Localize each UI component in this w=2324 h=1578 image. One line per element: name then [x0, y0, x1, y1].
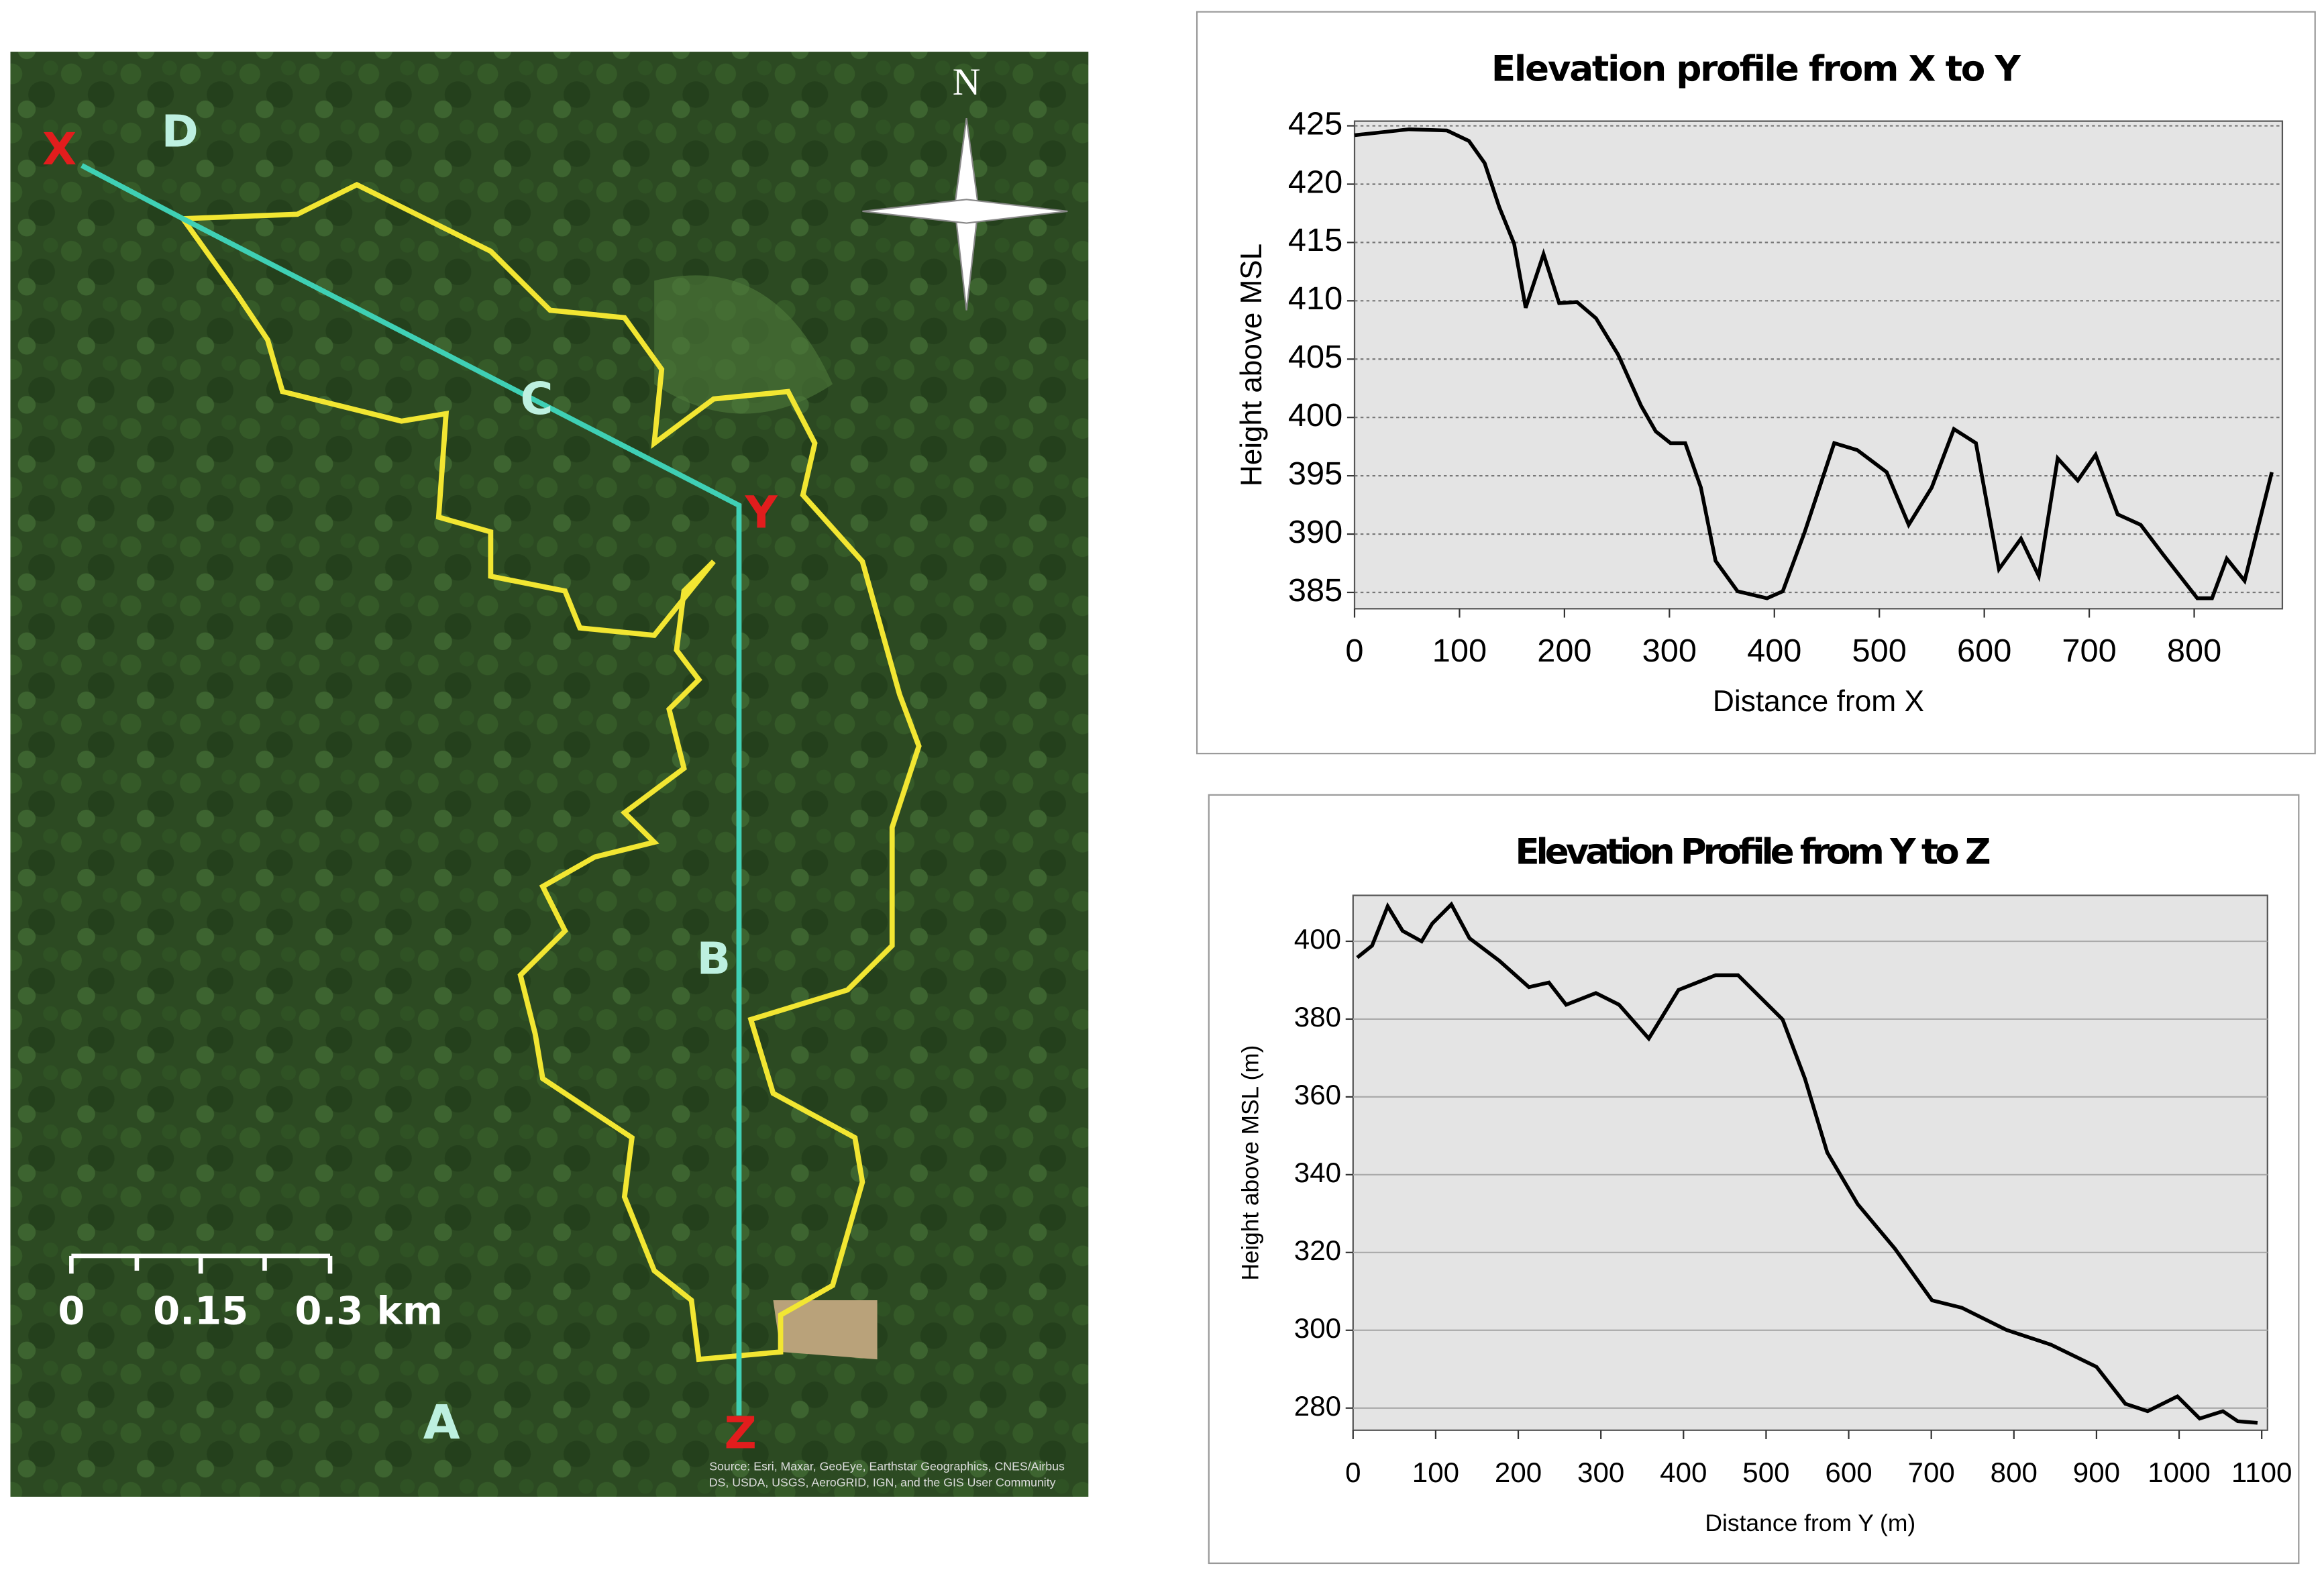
plot-area: [1353, 120, 2284, 610]
y-tick-label: 280: [1294, 1390, 1341, 1422]
x-tick-label: 1000: [2148, 1457, 2211, 1488]
north-label: N: [953, 61, 981, 103]
scale-bar: [69, 1253, 333, 1274]
y-tick-label: 410: [1288, 280, 1342, 317]
y-tick-label: 400: [1294, 923, 1341, 955]
y-tick-label: 380: [1294, 1001, 1341, 1033]
y-axis-label: Height above MSL (m): [1237, 1045, 1263, 1281]
profile-line: [1356, 901, 2258, 1425]
source-credit: Source: Esri, Maxar, GeoEye, Earthstar G…: [709, 1460, 1065, 1473]
x-tick-label: 600: [1825, 1457, 1872, 1488]
profile-line: [81, 163, 742, 1416]
segment-label: C: [521, 372, 553, 425]
x-tick-label: 200: [1537, 633, 1591, 669]
y-tick-label: 400: [1288, 397, 1342, 433]
x-tick-label: 600: [1957, 633, 2011, 669]
x-axis-label: Distance from X: [1713, 685, 1924, 718]
x-tick-label: 700: [2062, 633, 2116, 669]
scale-label: 0: [58, 1289, 85, 1334]
x-tick-label: 0: [1345, 633, 1363, 669]
x-tick-label: 300: [1577, 1457, 1624, 1488]
x-tick-label: 400: [1660, 1457, 1707, 1488]
y-tick-label: 425: [1288, 105, 1342, 142]
y-tick-label: 395: [1288, 456, 1342, 492]
x-tick-label: 500: [1742, 1457, 1789, 1488]
satellite-image: [10, 52, 1089, 1497]
point-label: X: [42, 123, 76, 175]
point-label: Y: [745, 486, 778, 539]
x-tick-label: 800: [1991, 1457, 2038, 1488]
y-tick-label: 320: [1294, 1234, 1341, 1266]
scale-label: 0.15: [153, 1289, 248, 1334]
x-tick-label: 300: [1642, 633, 1697, 669]
x-tick-label: 500: [1852, 633, 1907, 669]
point-label: Z: [725, 1407, 757, 1459]
y-tick-label: 385: [1288, 572, 1342, 609]
bare-ground: [773, 1300, 878, 1360]
segment-label: D: [162, 105, 199, 158]
north-arrow: N: [862, 61, 1068, 311]
y-tick-label: 405: [1288, 339, 1342, 375]
plot-area: [1352, 894, 2268, 1431]
x-tick-label: 700: [1908, 1457, 1955, 1488]
y-tick-label: 360: [1294, 1079, 1341, 1110]
x-tick-label: 100: [1412, 1457, 1459, 1488]
clearing: [654, 275, 833, 414]
x-tick-label: 900: [2073, 1457, 2120, 1488]
source-credit: DS, USDA, USGS, AeroGRID, IGN, and the G…: [709, 1476, 1056, 1489]
x-tick-label: 0: [1345, 1457, 1361, 1488]
x-tick-label: 100: [1432, 633, 1487, 669]
y-axis-label: Height above MSL: [1235, 244, 1268, 486]
segment-label: B: [696, 933, 731, 985]
y-tick-label: 390: [1288, 514, 1342, 550]
x-tick-label: 1100: [2231, 1457, 2292, 1488]
y-tick-label: 300: [1294, 1312, 1341, 1344]
x-tick-label: 400: [1747, 633, 1801, 669]
y-tick-label: 340: [1294, 1157, 1341, 1188]
y-tick-label: 420: [1288, 164, 1342, 200]
chart-title: Elevation Profile from Y to Z: [1515, 831, 1991, 873]
map: X D C Y B Z A N 0 0.15 0.3 km Source: Es…: [10, 52, 1089, 1497]
catchment-boundary: [178, 181, 922, 1363]
x-tick-label: 200: [1495, 1457, 1542, 1488]
y-tick-label: 415: [1288, 222, 1342, 258]
area-label: A: [423, 1395, 460, 1451]
chart-title: Elevation profile from X to Y: [1491, 48, 2021, 89]
x-tick-label: 800: [2167, 633, 2221, 669]
profile-line: [1354, 127, 2274, 600]
scale-label: 0.3 km: [295, 1289, 442, 1334]
x-axis-label: Distance from Y (m): [1705, 1510, 1915, 1536]
